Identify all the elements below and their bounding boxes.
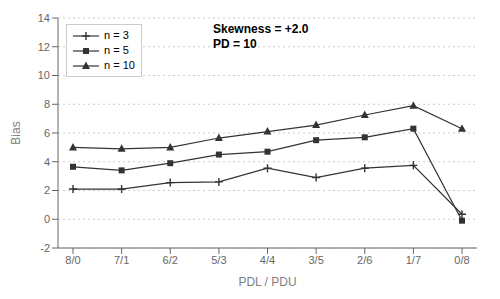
html-text:n = 10: n = 10 [104, 59, 135, 71]
html-text:n = 3: n = 3 [104, 29, 129, 41]
html-text:PD = 10: PD = 10 [213, 37, 257, 51]
svg-text:8/0: 8/0 [65, 254, 80, 266]
svg-text:0: 0 [44, 213, 50, 225]
svg-text:1/7: 1/7 [406, 254, 421, 266]
svg-text:6: 6 [44, 127, 50, 139]
svg-text:3/5: 3/5 [308, 254, 323, 266]
svg-text:6/2: 6/2 [163, 254, 178, 266]
svg-text:12: 12 [38, 41, 50, 53]
html-text:n = 5: n = 5 [104, 44, 129, 56]
svg-text:10: 10 [38, 69, 50, 81]
svg-text:0/8: 0/8 [454, 254, 469, 266]
svg-text:-2: -2 [40, 242, 50, 254]
html-text:Skewness = +2.0: Skewness = +2.0 [213, 22, 309, 36]
svg-text:4/4: 4/4 [260, 254, 275, 266]
svg-text:PDL / PDU: PDL / PDU [238, 275, 296, 288]
svg-text:8: 8 [44, 98, 50, 110]
svg-text:4: 4 [44, 156, 50, 168]
svg-text:14: 14 [38, 12, 50, 24]
svg-text:7/1: 7/1 [114, 254, 129, 266]
svg-text:5/3: 5/3 [211, 254, 226, 266]
svg-text:2: 2 [44, 184, 50, 196]
svg-text:2/6: 2/6 [357, 254, 372, 266]
svg-text:Bias: Bias [9, 121, 23, 144]
